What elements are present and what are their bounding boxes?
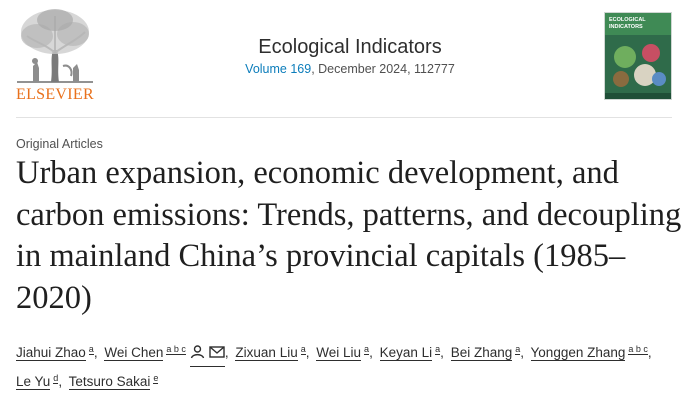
author-name[interactable]: Yonggen Zhang: [530, 345, 626, 361]
author-item[interactable]: Keyan Li a: [379, 344, 441, 361]
envelope-icon[interactable]: [209, 345, 225, 359]
publisher-wordmark: ELSEVIER: [16, 86, 94, 103]
article-title: Urban expansion, economic development, a…: [16, 155, 682, 316]
author-affiliation[interactable]: d: [53, 373, 59, 384]
author-item[interactable]: Bei Zhang a: [450, 344, 521, 361]
author-affiliation[interactable]: a b c: [166, 344, 186, 355]
article-header: ELSEVIER Ecological Indicators Volume 16…: [0, 0, 690, 118]
author-separator: ,: [520, 345, 525, 360]
volume-link[interactable]: Volume 169: [245, 62, 312, 76]
publisher-logo[interactable]: ELSEVIER: [10, 6, 100, 106]
author-affiliation[interactable]: a: [88, 344, 94, 355]
author-separator: ,: [93, 345, 98, 360]
author-affiliation[interactable]: a: [435, 344, 441, 355]
cover-artwork: [605, 13, 671, 99]
cover-title: ECOLOGICAL INDICATORS: [609, 17, 646, 30]
author-separator: ,: [58, 374, 63, 389]
journal-cover-image[interactable]: ECOLOGICAL INDICATORS: [605, 13, 671, 99]
article-section-label: Original Articles: [16, 137, 103, 151]
author-item[interactable]: Le Yu d: [16, 373, 59, 390]
author-name[interactable]: Jiahui Zhao: [16, 345, 86, 361]
author-affiliation[interactable]: a b c: [628, 344, 648, 355]
journal-title-link[interactable]: Ecological Indicators: [258, 36, 442, 58]
author-name[interactable]: Tetsuro Sakai: [68, 374, 151, 390]
corresponding-author-icons[interactable]: [189, 343, 225, 367]
author-item[interactable]: Wei Liu a: [316, 344, 370, 361]
author-separator: ,: [647, 345, 652, 360]
author-item[interactable]: Jiahui Zhao a: [16, 344, 94, 361]
author-name[interactable]: Wei Chen: [104, 345, 164, 361]
author-name[interactable]: Zixuan Liu: [235, 345, 298, 361]
author-item[interactable]: Yonggen Zhang a b c: [530, 344, 648, 361]
author-separator: ,: [440, 345, 444, 360]
author-affiliation[interactable]: a: [300, 344, 306, 355]
author-separator: ,: [224, 345, 229, 360]
author-name[interactable]: Bei Zhang: [450, 345, 513, 361]
author-affiliation[interactable]: a: [364, 344, 370, 355]
author-affiliation[interactable]: e: [153, 373, 159, 384]
author-item[interactable]: Tetsuro Sakai e: [68, 373, 159, 390]
author-affiliation[interactable]: a: [515, 344, 521, 355]
elsevier-tree-icon: [17, 9, 93, 83]
issue-info: , December 2024, 112777: [311, 62, 455, 76]
journal-block: Ecological Indicators Volume 169, Decemb…: [170, 34, 530, 78]
author-list: Jiahui Zhao a, Wei Chen a b c, Zixuan Liu a…: [16, 338, 676, 393]
author-name[interactable]: Keyan Li: [379, 345, 433, 361]
header-divider: [16, 117, 672, 118]
person-icon[interactable]: [190, 345, 205, 359]
author-item[interactable]: Wei Chen a b c: [104, 344, 225, 367]
author-name[interactable]: Le Yu: [16, 374, 51, 390]
author-item[interactable]: Zixuan Liu a: [235, 344, 306, 361]
journal-meta: Volume 169, December 2024, 112777: [170, 60, 530, 78]
author-separator: ,: [305, 345, 310, 360]
author-separator: ,: [369, 345, 373, 360]
author-name[interactable]: Wei Liu: [316, 345, 362, 361]
